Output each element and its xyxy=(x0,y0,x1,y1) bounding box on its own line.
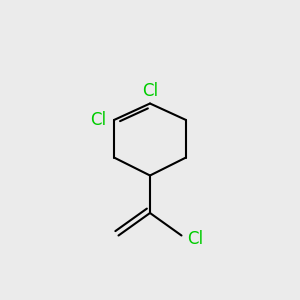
Text: Cl: Cl xyxy=(188,230,204,247)
Text: Cl: Cl xyxy=(90,111,106,129)
Text: Cl: Cl xyxy=(142,82,158,100)
